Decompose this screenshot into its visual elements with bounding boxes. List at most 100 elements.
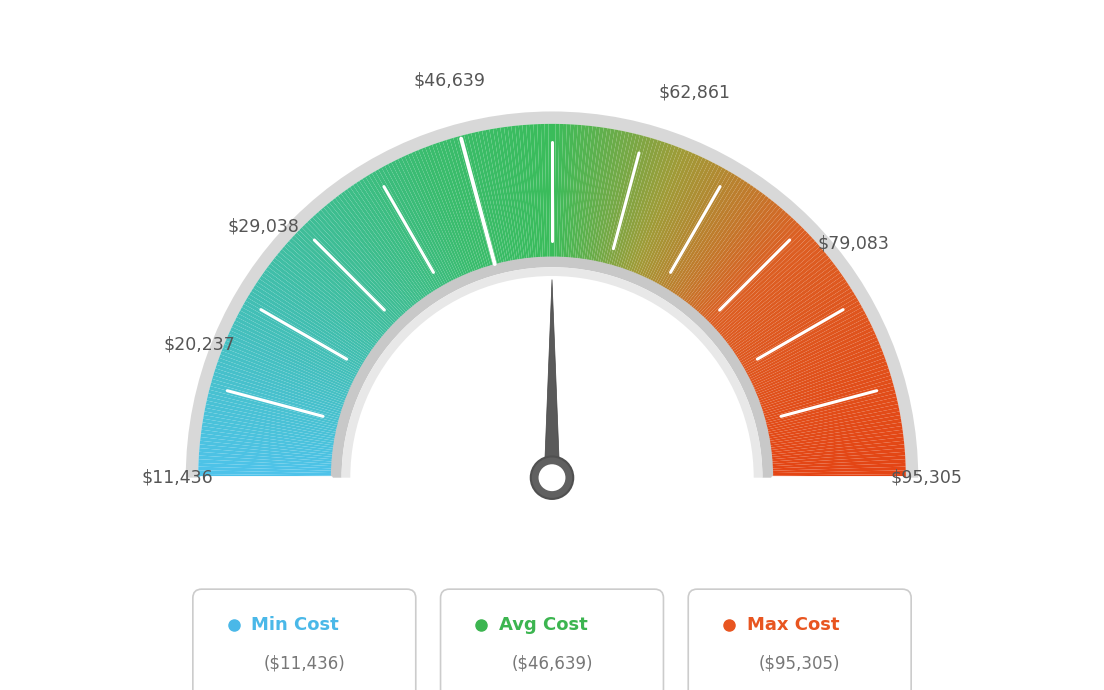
Wedge shape [561, 124, 571, 259]
Wedge shape [538, 124, 545, 259]
Wedge shape [224, 341, 350, 395]
Wedge shape [736, 285, 851, 360]
Wedge shape [321, 208, 411, 312]
Wedge shape [222, 348, 348, 399]
Wedge shape [273, 258, 380, 343]
Wedge shape [768, 415, 901, 441]
Wedge shape [732, 276, 845, 355]
Text: $46,639: $46,639 [414, 71, 486, 89]
Wedge shape [199, 455, 333, 466]
Wedge shape [204, 411, 337, 439]
Wedge shape [471, 132, 505, 264]
Wedge shape [765, 393, 896, 428]
Wedge shape [710, 233, 810, 328]
Wedge shape [573, 126, 590, 259]
Wedge shape [658, 168, 725, 286]
Wedge shape [253, 285, 368, 360]
Wedge shape [660, 170, 729, 288]
Wedge shape [716, 244, 820, 335]
Wedge shape [725, 261, 834, 345]
Wedge shape [559, 124, 566, 259]
Wedge shape [418, 148, 471, 275]
Wedge shape [219, 355, 347, 404]
Wedge shape [394, 159, 457, 282]
Wedge shape [749, 320, 871, 382]
Wedge shape [544, 124, 550, 258]
Wedge shape [214, 368, 343, 412]
Wedge shape [641, 155, 699, 278]
Wedge shape [651, 162, 715, 284]
Wedge shape [449, 138, 491, 268]
Wedge shape [744, 307, 863, 374]
Wedge shape [671, 181, 747, 295]
Wedge shape [289, 238, 391, 331]
Wedge shape [580, 127, 599, 260]
Wedge shape [379, 168, 446, 286]
Wedge shape [763, 379, 893, 419]
Circle shape [531, 457, 573, 499]
Wedge shape [693, 208, 783, 312]
Wedge shape [332, 198, 417, 306]
Wedge shape [771, 455, 905, 466]
Wedge shape [769, 437, 904, 455]
Wedge shape [740, 295, 857, 366]
Wedge shape [702, 219, 797, 319]
Wedge shape [769, 430, 903, 450]
Wedge shape [730, 270, 840, 351]
Wedge shape [287, 241, 389, 333]
Wedge shape [468, 133, 502, 265]
Wedge shape [731, 273, 842, 353]
Wedge shape [199, 452, 333, 464]
Wedge shape [227, 334, 351, 391]
Wedge shape [231, 327, 353, 386]
Circle shape [539, 464, 565, 491]
Wedge shape [769, 426, 903, 448]
Wedge shape [464, 134, 500, 265]
Text: ($46,639): ($46,639) [511, 654, 593, 673]
Wedge shape [527, 124, 539, 259]
Wedge shape [684, 196, 768, 304]
Wedge shape [701, 217, 794, 318]
Wedge shape [584, 128, 607, 261]
Text: $20,237: $20,237 [163, 336, 235, 354]
Wedge shape [739, 291, 854, 364]
Wedge shape [216, 362, 344, 408]
Wedge shape [277, 252, 383, 339]
Wedge shape [475, 132, 507, 264]
FancyBboxPatch shape [193, 589, 416, 690]
Wedge shape [668, 177, 742, 293]
Text: Max Cost: Max Cost [746, 615, 839, 633]
Wedge shape [772, 466, 905, 473]
Wedge shape [760, 365, 889, 410]
Wedge shape [626, 145, 676, 272]
Wedge shape [359, 179, 435, 294]
Wedge shape [405, 155, 463, 278]
Wedge shape [282, 246, 386, 336]
Wedge shape [654, 164, 719, 284]
Wedge shape [771, 459, 905, 469]
Text: $62,861: $62,861 [659, 84, 731, 102]
Wedge shape [382, 166, 448, 286]
Wedge shape [454, 137, 493, 267]
Wedge shape [201, 430, 335, 450]
Wedge shape [443, 140, 487, 269]
Wedge shape [205, 400, 338, 432]
Wedge shape [661, 171, 732, 289]
Text: Avg Cost: Avg Cost [499, 615, 587, 633]
Wedge shape [497, 128, 520, 261]
Wedge shape [692, 205, 781, 310]
Wedge shape [341, 191, 423, 302]
Wedge shape [259, 276, 372, 355]
Wedge shape [724, 258, 831, 343]
Wedge shape [646, 157, 705, 280]
Wedge shape [639, 153, 696, 277]
Wedge shape [264, 270, 374, 351]
Wedge shape [212, 375, 342, 417]
Wedge shape [205, 404, 338, 434]
Wedge shape [593, 130, 622, 263]
Wedge shape [630, 148, 682, 274]
Wedge shape [223, 344, 349, 397]
Wedge shape [767, 408, 900, 437]
Wedge shape [673, 183, 751, 296]
Wedge shape [291, 235, 392, 329]
